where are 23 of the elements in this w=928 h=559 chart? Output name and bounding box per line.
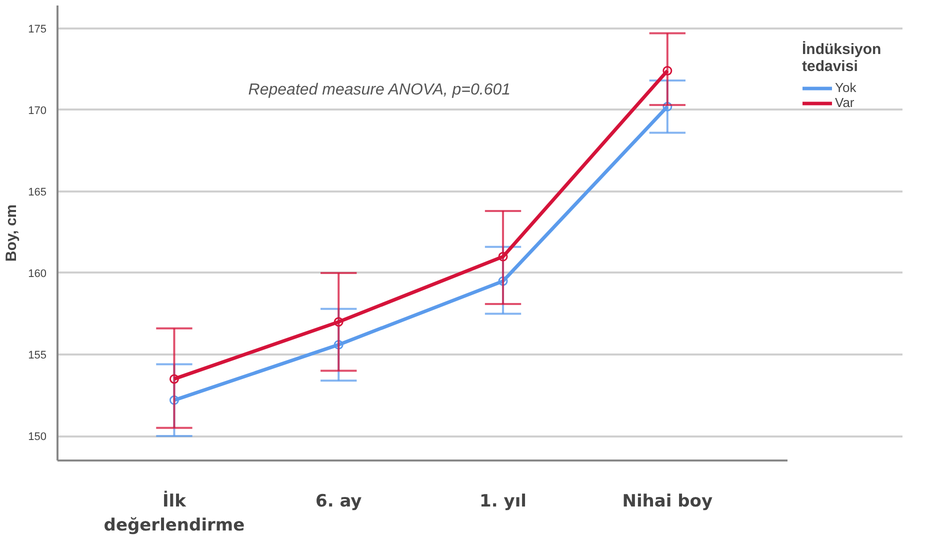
point [498,276,508,286]
point [169,374,179,384]
y-tick-label: 175 [28,23,47,36]
point [662,66,672,76]
y-tick-label: 160 [28,268,47,280]
point [334,340,344,350]
x-tick-label: 1. yıl [480,492,526,512]
y-tick-label: 170 [28,104,47,117]
point [662,102,672,112]
legend-title: İndüksiyon tedavisi [802,41,882,75]
y-tick-label: 165 [28,186,47,198]
y-axis-title: Boy, cm [3,204,20,262]
point [498,252,508,262]
annotation: Repeated measure ANOVA, p=0.601 [248,81,511,98]
x-tick-label: İlk değerlendirme [104,490,245,536]
point [169,395,179,405]
x-tick-label: Nihai boy [622,492,713,512]
legend-label: Var [835,95,855,110]
y-tick-label: 155 [28,349,47,362]
legend-label: Yok [835,80,856,95]
x-tick-label: 6. ay [316,492,362,512]
point [334,317,344,327]
y-tick-label: 150 [28,431,47,444]
